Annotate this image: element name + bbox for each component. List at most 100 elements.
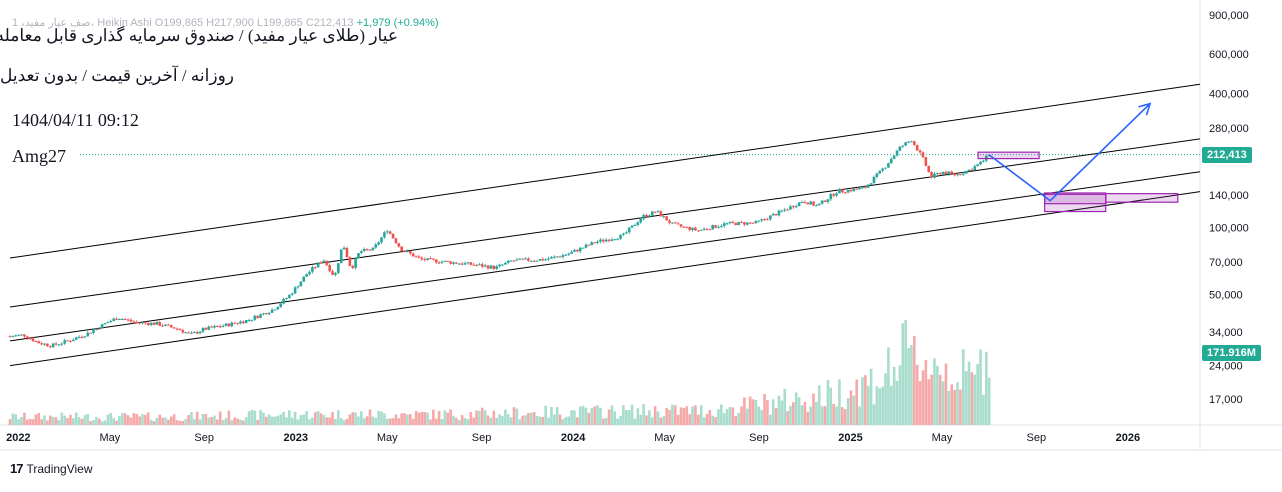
volume-bar — [17, 419, 20, 425]
volume-bar — [49, 415, 52, 425]
candle — [213, 325, 216, 328]
candle — [869, 183, 873, 185]
volume-bar — [737, 412, 740, 425]
candle — [103, 323, 107, 325]
candle — [403, 251, 406, 253]
volume-bar — [671, 404, 674, 425]
candle — [241, 321, 245, 324]
time-tick-label: 2024 — [561, 432, 586, 444]
volume-bar — [498, 414, 501, 425]
volume-bar — [63, 415, 67, 425]
ohlc-legend: 1 ،صف عيار مفيد، Heikin Ashi O199,865 H2… — [12, 16, 439, 29]
candle — [915, 144, 919, 151]
candle — [63, 340, 67, 344]
candle — [60, 343, 64, 345]
volume-bar — [613, 411, 617, 425]
candle — [469, 262, 473, 265]
candle — [51, 343, 55, 348]
tradingview-branding[interactable]: 17 TradingView — [10, 461, 93, 476]
candle — [337, 263, 340, 273]
volume-bar — [927, 379, 931, 425]
candle — [550, 257, 553, 259]
candle — [198, 331, 202, 334]
volume-bar — [976, 364, 979, 425]
volume-bar — [250, 409, 254, 425]
candle — [832, 194, 835, 196]
candle — [267, 312, 271, 315]
volume-bar — [51, 416, 55, 425]
volume-bar — [190, 411, 193, 425]
candle — [57, 344, 61, 346]
chart-author: Amg27 — [12, 146, 66, 166]
volume-bar — [576, 417, 579, 425]
volume-bar — [524, 415, 527, 425]
candle — [596, 241, 599, 244]
candle — [80, 336, 84, 338]
volume-bar — [587, 412, 591, 425]
candle — [40, 343, 43, 345]
candle — [518, 258, 522, 260]
candle — [109, 320, 113, 323]
candle — [224, 323, 228, 326]
candle — [472, 264, 475, 266]
volume-bar — [204, 413, 208, 425]
candle — [861, 187, 864, 189]
volume-bar — [754, 400, 758, 425]
candle — [751, 222, 755, 224]
volume-bar — [786, 411, 789, 425]
volume-bar — [538, 416, 542, 425]
trend-channel-line — [9, 138, 1201, 308]
volume-bar — [711, 415, 715, 425]
volume-bar — [311, 417, 314, 425]
candle — [682, 226, 686, 228]
candle — [930, 171, 933, 178]
volume-bar — [244, 417, 248, 425]
candle — [964, 170, 968, 174]
candle — [630, 225, 634, 228]
candle — [169, 325, 173, 328]
candle — [377, 242, 380, 245]
volume-bar — [193, 418, 196, 425]
volume-bar — [668, 409, 671, 425]
volume-bar — [20, 416, 23, 425]
candle — [49, 346, 52, 348]
candle — [895, 150, 899, 156]
volume-bar — [267, 414, 271, 425]
volume-bar — [846, 398, 850, 425]
volume-bar — [769, 414, 772, 425]
candle — [429, 258, 432, 260]
candle — [665, 216, 668, 221]
chart-subtitle: روزانه / آخرين قيمت / بدون تعديل — [0, 66, 234, 85]
volume-bar — [869, 368, 873, 425]
candle — [555, 256, 559, 258]
candle — [558, 256, 562, 258]
volume-bar — [817, 385, 821, 425]
volume-bar — [388, 418, 392, 425]
candle — [725, 223, 729, 225]
candle — [604, 239, 608, 242]
candle — [956, 174, 959, 176]
volume-bar — [936, 365, 939, 425]
candle — [426, 258, 429, 261]
volume-bar — [636, 408, 640, 425]
candle — [515, 259, 519, 261]
candle — [691, 227, 694, 231]
candle — [532, 260, 536, 262]
time-tick-label: May — [932, 432, 953, 444]
volume-bar — [354, 412, 357, 425]
volume-bar — [535, 415, 539, 425]
candle — [636, 222, 640, 225]
candle — [616, 238, 619, 240]
volume-bar — [409, 414, 412, 425]
volume-bar — [325, 417, 329, 425]
time-tick-label: May — [99, 432, 120, 444]
volume-bar — [553, 414, 556, 425]
candle — [950, 171, 954, 174]
volume-bar — [247, 411, 251, 425]
candle — [561, 255, 565, 257]
volume-bar — [725, 409, 729, 425]
candle — [529, 260, 533, 262]
candle — [921, 152, 925, 158]
